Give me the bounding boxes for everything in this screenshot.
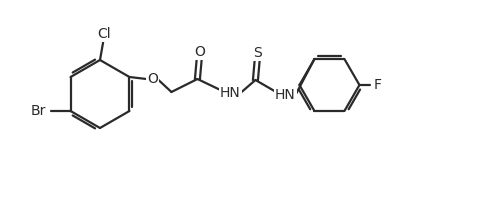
Text: Br: Br (31, 104, 46, 118)
Text: HN: HN (275, 88, 296, 102)
Text: HN: HN (220, 86, 241, 100)
Text: Cl: Cl (97, 27, 111, 41)
Text: S: S (253, 46, 262, 60)
Text: O: O (194, 45, 205, 59)
Text: O: O (147, 72, 158, 86)
Text: F: F (374, 78, 381, 92)
